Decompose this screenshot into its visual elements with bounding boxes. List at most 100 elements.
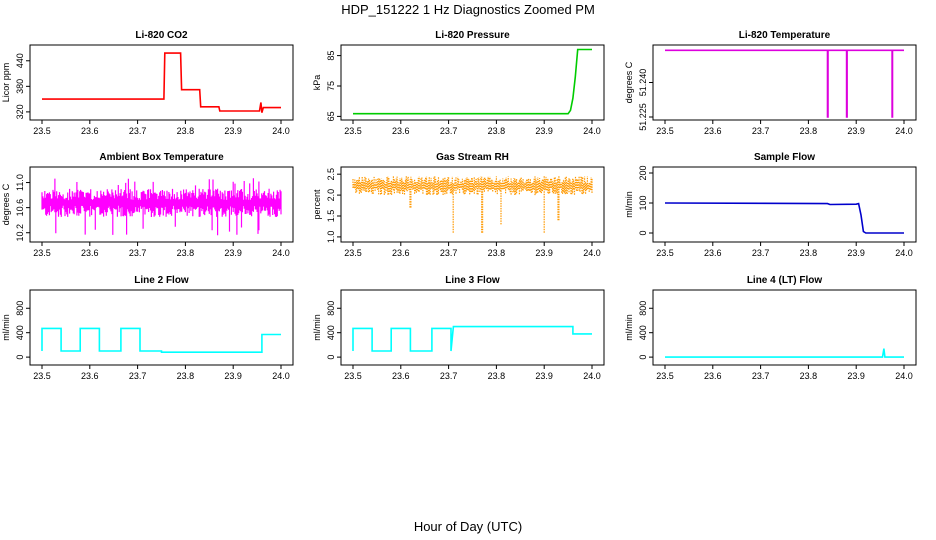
panel-6: Sample Flow 23.5 23.6 23.7 23.8 23.9 24.0 0 100 2… (624, 152, 917, 258)
y-tick-label: 51.240 (638, 69, 648, 97)
y-tick-label: 10.2 (15, 224, 25, 242)
data-series (353, 48, 592, 115)
y-axis-label: kPa (312, 75, 322, 91)
x-tick-label: 23.5 (344, 248, 362, 258)
data-series (41, 178, 282, 236)
panel-8: Line 3 Flow 23.5 23.6 23.7 23.8 23.9 24.0 0 400 8… (312, 275, 605, 381)
plot-frame (652, 166, 917, 243)
y-tick-label: 800 (326, 301, 336, 316)
x-tick-label: 23.6 (392, 371, 410, 381)
panel-7: Line 2 Flow 23.5 23.6 23.7 23.8 23.9 24.0 0 400 8… (1, 275, 294, 381)
data-series (664, 202, 904, 234)
x-tick-label: 23.8 (800, 371, 818, 381)
plot-frame (340, 289, 605, 366)
x-tick-label: 24.0 (583, 126, 601, 136)
y-tick-label: 11.0 (15, 174, 25, 191)
x-tick-label: 23.5 (656, 248, 674, 258)
x-tick-label: 23.5 (656, 371, 674, 381)
data-series (41, 327, 281, 353)
x-tick-label: 23.9 (847, 371, 865, 381)
x-tick-label: 23.7 (752, 371, 770, 381)
plot-frame (652, 289, 917, 366)
panel-9: Line 4 (LT) Flow 23.5 23.6 23.7 23.8 23.9 24.0… (624, 275, 917, 381)
data-series (665, 348, 904, 358)
y-tick-label: 800 (15, 301, 25, 316)
x-tick-label: 23.6 (392, 248, 410, 258)
y-tick-label: 65 (326, 111, 336, 121)
x-tick-label: 23.6 (392, 126, 410, 136)
plot-frame (340, 166, 605, 243)
x-tick-label: 23.6 (81, 248, 99, 258)
data-series (352, 176, 593, 233)
y-axis-label: percent (312, 189, 322, 220)
x-tick-label: 23.9 (847, 126, 865, 136)
x-tick-label: 23.7 (440, 371, 458, 381)
x-tick-label: 23.5 (33, 371, 51, 381)
x-tick-label: 23.7 (752, 248, 770, 258)
x-tick-label: 23.9 (224, 371, 242, 381)
panel-title: Line 2 Flow (134, 275, 189, 286)
x-tick-label: 24.0 (272, 126, 290, 136)
x-tick-label: 23.9 (224, 248, 242, 258)
y-axis-label: ml/min (624, 314, 634, 341)
x-tick-label: 23.7 (129, 371, 147, 381)
panel-title: Li-820 Temperature (739, 30, 831, 41)
figure-xlabel: Hour of Day (UTC) (414, 519, 522, 534)
plot-frame (340, 44, 605, 121)
x-tick-label: 24.0 (895, 248, 913, 258)
x-tick-label: 24.0 (583, 371, 601, 381)
panel-title: Li-820 CO2 (135, 30, 188, 41)
x-tick-label: 23.8 (177, 371, 195, 381)
y-tick-label: 100 (638, 195, 648, 210)
plot-frame (29, 44, 294, 121)
x-tick-label: 23.6 (704, 371, 722, 381)
x-tick-label: 24.0 (895, 126, 913, 136)
x-tick-label: 23.9 (535, 248, 553, 258)
panel-title: Line 4 (LT) Flow (747, 275, 823, 286)
panel-title: Sample Flow (754, 152, 815, 163)
x-tick-label: 24.0 (272, 248, 290, 258)
x-tick-label: 23.8 (800, 248, 818, 258)
y-tick-label: 0 (638, 230, 648, 235)
panel-3: Li-820 Temperature 23.5 23.6 23.7 23.8 23.9 24… (624, 30, 917, 136)
panel-5: Gas Stream RH 23.5 23.6 23.7 23.8 23.9 24.0 1.0… (312, 152, 605, 258)
panel-title: Line 3 Flow (445, 275, 500, 286)
x-tick-label: 23.5 (344, 126, 362, 136)
y-tick-label: 0 (15, 355, 25, 360)
x-tick-label: 23.6 (704, 248, 722, 258)
panel-1: Li-820 CO2 23.5 23.6 23.7 23.8 23.9 24.0 320 380… (1, 30, 294, 136)
x-tick-label: 23.5 (656, 126, 674, 136)
x-tick-label: 23.7 (129, 248, 147, 258)
x-tick-label: 23.7 (129, 126, 147, 136)
x-tick-label: 23.9 (847, 248, 865, 258)
y-tick-label: 400 (638, 325, 648, 340)
y-axis-label: degrees C (1, 183, 11, 225)
y-tick-label: 75 (326, 81, 336, 91)
y-tick-label: 0 (326, 355, 336, 360)
figure-title: HDP_151222 1 Hz Diagnostics Zoomed PM (341, 2, 595, 17)
x-tick-label: 23.8 (177, 126, 195, 136)
data-series (665, 49, 904, 118)
x-tick-label: 23.5 (33, 248, 51, 258)
y-tick-label: 0 (638, 355, 648, 360)
y-tick-label: 440 (15, 53, 25, 68)
y-tick-label: 400 (15, 325, 25, 340)
x-tick-label: 23.6 (81, 371, 99, 381)
y-axis-label: ml/min (624, 191, 634, 218)
x-tick-label: 24.0 (895, 371, 913, 381)
x-tick-label: 24.0 (583, 248, 601, 258)
panel-4: Ambient Box Temperature 23.5 23.6 23.7 23.8 2… (1, 152, 294, 258)
y-tick-label: 10.6 (15, 199, 25, 217)
x-tick-label: 23.6 (81, 126, 99, 136)
x-tick-label: 23.5 (344, 371, 362, 381)
y-axis-label: Licor ppm (1, 63, 11, 103)
x-tick-label: 23.8 (800, 126, 818, 136)
panels-grid: Li-820 CO2 23.5 23.6 23.7 23.8 23.9 24.0 320 380… (1, 30, 917, 381)
x-tick-label: 23.9 (535, 371, 553, 381)
y-tick-label: 320 (15, 104, 25, 119)
y-tick-label: 85 (326, 51, 336, 61)
y-tick-label: 400 (326, 325, 336, 340)
y-tick-label: 1.0 (326, 231, 336, 244)
x-tick-label: 23.8 (177, 248, 195, 258)
